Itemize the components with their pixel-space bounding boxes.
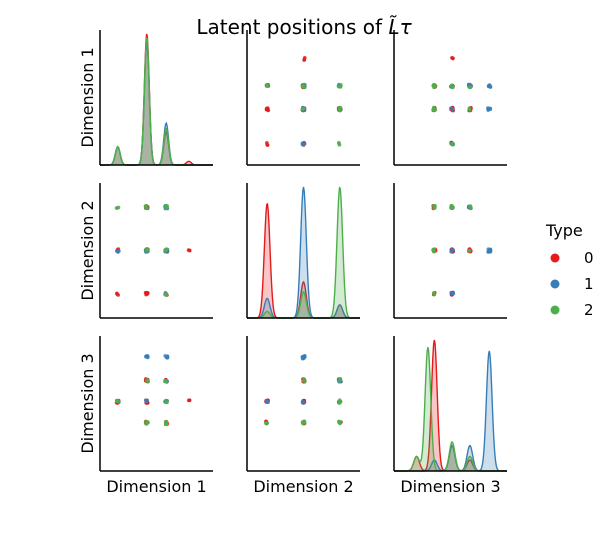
kde-area-type-1 xyxy=(247,187,360,318)
scatter-point-type-2 xyxy=(163,292,167,297)
scatter-point-type-1 xyxy=(301,401,306,405)
panel-1-3 xyxy=(393,30,507,166)
scatter-point-type-2 xyxy=(451,141,455,146)
kde-line-type-2 xyxy=(247,186,360,319)
scatter-point-type-2 xyxy=(300,84,305,89)
scatter-point-type-2 xyxy=(338,106,343,110)
kde-line-type-0 xyxy=(100,33,213,166)
scatter-point-type-2 xyxy=(337,140,341,145)
scatter-point-type-1 xyxy=(265,399,270,404)
x-axis-label-dimension-1: Dimension 1 xyxy=(106,477,206,496)
scatter-point-type-2 xyxy=(164,247,169,252)
scatter-point-type-0 xyxy=(186,248,191,252)
scatter-point-type-2 xyxy=(264,421,268,426)
scatter-point-type-1 xyxy=(488,106,493,111)
scatter-point-type-1 xyxy=(449,106,454,111)
scatter-point-type-2 xyxy=(300,107,305,112)
scatter-point-type-2 xyxy=(164,204,168,209)
scatter-point-type-2 xyxy=(144,205,149,210)
legend-label-type-0: 0 xyxy=(584,249,594,267)
scatter-point-type-2 xyxy=(337,419,342,424)
chart-title-text: Latent positions of xyxy=(196,15,383,39)
kde-area-type-0 xyxy=(100,34,213,165)
scatter-point-type-2 xyxy=(432,291,436,295)
scatter-point-type-2 xyxy=(163,379,167,384)
y-axis-label-dimension-1: Dimension 1 xyxy=(78,47,97,147)
scatter-point-type-1 xyxy=(486,250,491,254)
scatter-point-type-2 xyxy=(144,422,149,426)
scatter-point-type-1 xyxy=(487,83,492,87)
x-axis-label-dimension-3: Dimension 3 xyxy=(400,477,500,496)
scatter-point-type-1 xyxy=(451,248,456,253)
scatter-point-type-0 xyxy=(450,55,454,60)
scatter-point-type-2 xyxy=(338,84,343,89)
legend-marker-type-2 xyxy=(550,305,560,315)
scatter-point-type-1 xyxy=(116,250,120,254)
legend-label-type-1: 1 xyxy=(584,275,594,293)
panel-1-2 xyxy=(246,30,360,166)
panel-2-2 xyxy=(246,183,360,319)
legend-marker-type-0 xyxy=(550,253,560,263)
scatter-point-type-1 xyxy=(451,290,455,295)
kde-line-type-1 xyxy=(247,186,360,319)
scatter-point-type-0 xyxy=(302,58,306,62)
panel-1-1 xyxy=(99,30,213,166)
panel-3-3 xyxy=(393,336,507,472)
scatter-point-type-2 xyxy=(450,85,454,89)
chart-title-symbol: L̃τ xyxy=(388,15,412,39)
chart-title: Latent positions of L̃τ xyxy=(196,15,412,39)
scatter-point-type-1 xyxy=(165,354,170,358)
kde-area-type-0 xyxy=(247,204,360,318)
y-axis-label-dimension-2: Dimension 2 xyxy=(78,200,97,300)
scatter-point-type-2 xyxy=(300,421,305,425)
scatter-point-type-2 xyxy=(468,85,473,90)
scatter-point-type-0 xyxy=(144,292,148,297)
x-axis-label-dimension-2: Dimension 2 xyxy=(253,477,353,496)
scatter-point-type-2 xyxy=(165,400,169,405)
scatter-point-type-2 xyxy=(433,205,437,210)
scatter-point-type-2 xyxy=(432,85,436,90)
scatter-point-type-2 xyxy=(449,204,453,208)
scatter-point-type-2 xyxy=(302,377,306,382)
scatter-point-type-2 xyxy=(467,107,472,111)
scatter-point-type-1 xyxy=(302,355,307,359)
scatter-point-type-0 xyxy=(265,106,270,111)
panel-2-3 xyxy=(393,183,507,319)
scatter-point-type-2 xyxy=(337,378,342,383)
legend-label-type-2: 2 xyxy=(584,301,594,319)
kde-line-type-2 xyxy=(100,37,213,166)
panel-2-1 xyxy=(99,183,213,319)
scatter-point-type-2 xyxy=(145,247,150,251)
legend-marker-type-1 xyxy=(550,279,560,289)
scatter-point-type-1 xyxy=(302,142,307,146)
scatter-point-type-1 xyxy=(145,398,149,403)
scatter-point-type-2 xyxy=(431,108,436,113)
scatter-point-type-2 xyxy=(114,399,119,403)
scatter-point-type-2 xyxy=(164,422,169,426)
kde-area-type-2 xyxy=(100,37,213,165)
scatter-point-type-2 xyxy=(466,249,471,253)
legend-title: Type xyxy=(545,221,583,240)
scatter-point-type-0 xyxy=(265,142,269,147)
panel-3-2 xyxy=(246,336,360,472)
y-axis-label-dimension-3: Dimension 3 xyxy=(78,353,97,453)
scatter-point-type-2 xyxy=(265,83,269,87)
scatter-point-type-2 xyxy=(432,247,437,251)
panel-grid xyxy=(99,30,507,472)
scatter-point-type-2 xyxy=(338,399,343,404)
scatter-point-type-0 xyxy=(115,291,119,296)
scatter-point-type-2 xyxy=(468,204,473,208)
scatter-point-type-2 xyxy=(145,378,150,382)
axis-labels: Dimension 1 Dimension 2 Dimension 3 Dimensi… xyxy=(78,47,501,496)
scatter-point-type-0 xyxy=(187,398,192,403)
panel-3-1 xyxy=(99,336,213,472)
scatter-point-type-2 xyxy=(116,205,121,210)
scatter-point-type-1 xyxy=(144,354,148,359)
